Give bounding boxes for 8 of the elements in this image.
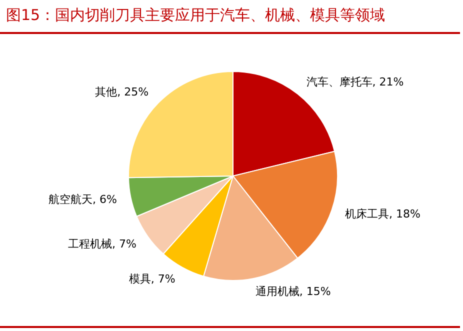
slice-label: 模具, 7%: [128, 272, 176, 286]
slice-label: 机床工具, 18%: [344, 208, 420, 221]
slice-label: 汽车、摩托车, 21%: [306, 76, 404, 89]
slice-label: 通用机械, 15%: [255, 285, 331, 298]
chart-title: 图15：国内切削刀具主要应用于汽车、机械、模具等领域: [6, 6, 386, 25]
slice-label: 工程机械, 7%: [68, 238, 136, 251]
slice-label: 航空航天, 6%: [48, 193, 118, 206]
slice-label: 其他, 25%: [95, 86, 149, 99]
